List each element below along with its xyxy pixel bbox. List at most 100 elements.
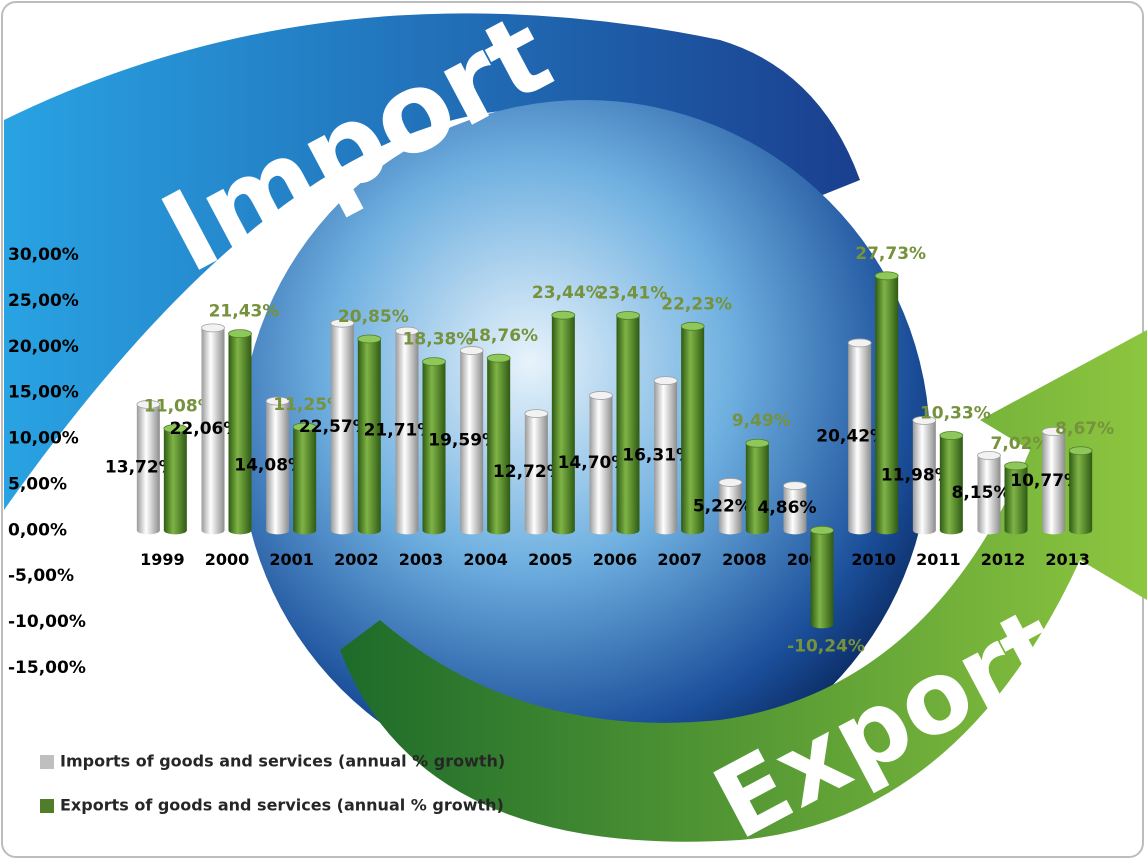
data-label: 18,76%	[467, 326, 538, 346]
bar-end	[681, 526, 704, 534]
bar-top	[423, 358, 446, 366]
bar-end	[940, 526, 963, 534]
bar-end	[784, 526, 807, 534]
legend-label: Exports of goods and services (annual % …	[60, 796, 504, 815]
bar-top	[460, 347, 483, 355]
bar-end	[1042, 526, 1065, 534]
bar-end	[811, 620, 834, 628]
bar-top	[746, 439, 769, 447]
x-tick-label: 2011	[916, 550, 961, 569]
bar-top	[940, 432, 963, 440]
bar-top	[229, 330, 252, 338]
x-tick-label: 2001	[269, 550, 314, 569]
bar-end	[590, 526, 613, 534]
bar	[552, 315, 575, 530]
bar	[487, 358, 510, 530]
data-label: 21,43%	[209, 302, 280, 322]
page: {"chart_data": {"type": "bar", "backgrou…	[0, 0, 1147, 865]
bar	[875, 276, 898, 530]
x-tick-label: 2004	[463, 550, 508, 569]
bar-end	[164, 526, 187, 534]
bar-top	[1069, 447, 1092, 455]
bar-top	[487, 354, 510, 362]
bar-end	[1069, 526, 1092, 534]
y-tick-label: 10,00%	[8, 429, 79, 449]
bar-top	[358, 335, 381, 343]
bar-end	[358, 526, 381, 534]
bar-end	[460, 526, 483, 534]
bar-end	[978, 526, 1001, 534]
y-tick-label: 15,00%	[8, 383, 79, 403]
x-tick-label: 2000	[205, 550, 250, 569]
data-label: 7,02%	[991, 434, 1050, 454]
y-tick-label: 30,00%	[8, 245, 79, 265]
x-tick-label: 2007	[657, 550, 702, 569]
data-label: 20,85%	[338, 307, 409, 327]
bar-end	[229, 526, 252, 534]
bar-end	[746, 526, 769, 534]
bar-top	[848, 339, 871, 347]
legend-swatch	[40, 755, 54, 769]
data-label: 8,15%	[952, 483, 1011, 503]
y-tick-label: 5,00%	[8, 474, 67, 494]
bar-end	[487, 526, 510, 534]
x-tick-label: 1999	[140, 550, 185, 569]
chart: Import Export -15,00%-10,00%-5,00%0,00%5…	[0, 0, 1147, 861]
bar	[164, 429, 187, 531]
bar-end	[266, 526, 289, 534]
y-tick-label: -5,00%	[8, 566, 74, 586]
bar-end	[654, 526, 677, 534]
bar-end	[913, 526, 936, 534]
bar-top	[552, 311, 575, 319]
bar-end	[719, 526, 742, 534]
data-label: 27,73%	[855, 244, 926, 264]
data-label: 8,67%	[1055, 419, 1114, 439]
x-tick-label: 2012	[981, 550, 1026, 569]
bar-end	[1005, 526, 1028, 534]
bar-end	[331, 526, 354, 534]
legend-swatch	[40, 799, 54, 813]
x-tick-label: 2008	[722, 550, 767, 569]
data-label: 10,33%	[920, 404, 991, 424]
bar-end	[617, 526, 640, 534]
data-label: 4,86%	[758, 498, 817, 518]
bar-top	[654, 377, 677, 385]
bar-end	[396, 526, 419, 534]
y-tick-label: 0,00%	[8, 520, 67, 540]
bar-end	[293, 526, 316, 534]
data-label: 18,38%	[403, 330, 474, 350]
x-tick-label: 2003	[399, 550, 444, 569]
data-label: -10,24%	[787, 636, 865, 656]
bar	[1069, 451, 1092, 531]
y-tick-label: 20,00%	[8, 337, 79, 357]
bar-top	[202, 324, 225, 332]
bar-end	[875, 526, 898, 534]
legend-label: Imports of goods and services (annual % …	[60, 752, 505, 771]
y-tick-label: -10,00%	[8, 612, 86, 632]
bar-top	[1005, 462, 1028, 470]
bar-end	[525, 526, 548, 534]
data-label: 23,41%	[597, 283, 668, 303]
bar-top	[590, 391, 613, 399]
data-label: 23,44%	[532, 283, 603, 303]
bar	[293, 427, 316, 530]
x-tick-label: 2006	[593, 550, 638, 569]
y-tick-label: -15,00%	[8, 658, 86, 678]
x-tick-label: 2010	[851, 550, 896, 569]
x-tick-label: 2002	[334, 550, 379, 569]
data-label: 22,23%	[661, 294, 732, 314]
bar-end	[848, 526, 871, 534]
bar-top	[784, 482, 807, 490]
bar	[617, 315, 640, 530]
bar-end	[423, 526, 446, 534]
bar-top	[719, 478, 742, 486]
y-tick-label: 25,00%	[8, 291, 79, 311]
bar	[229, 334, 252, 531]
bar-end	[137, 526, 160, 534]
bar-top	[525, 410, 548, 418]
x-tick-label: 2013	[1045, 550, 1090, 569]
bar-top	[875, 272, 898, 280]
bar-top	[617, 311, 640, 319]
bar-end	[552, 526, 575, 534]
bar-top	[681, 322, 704, 330]
